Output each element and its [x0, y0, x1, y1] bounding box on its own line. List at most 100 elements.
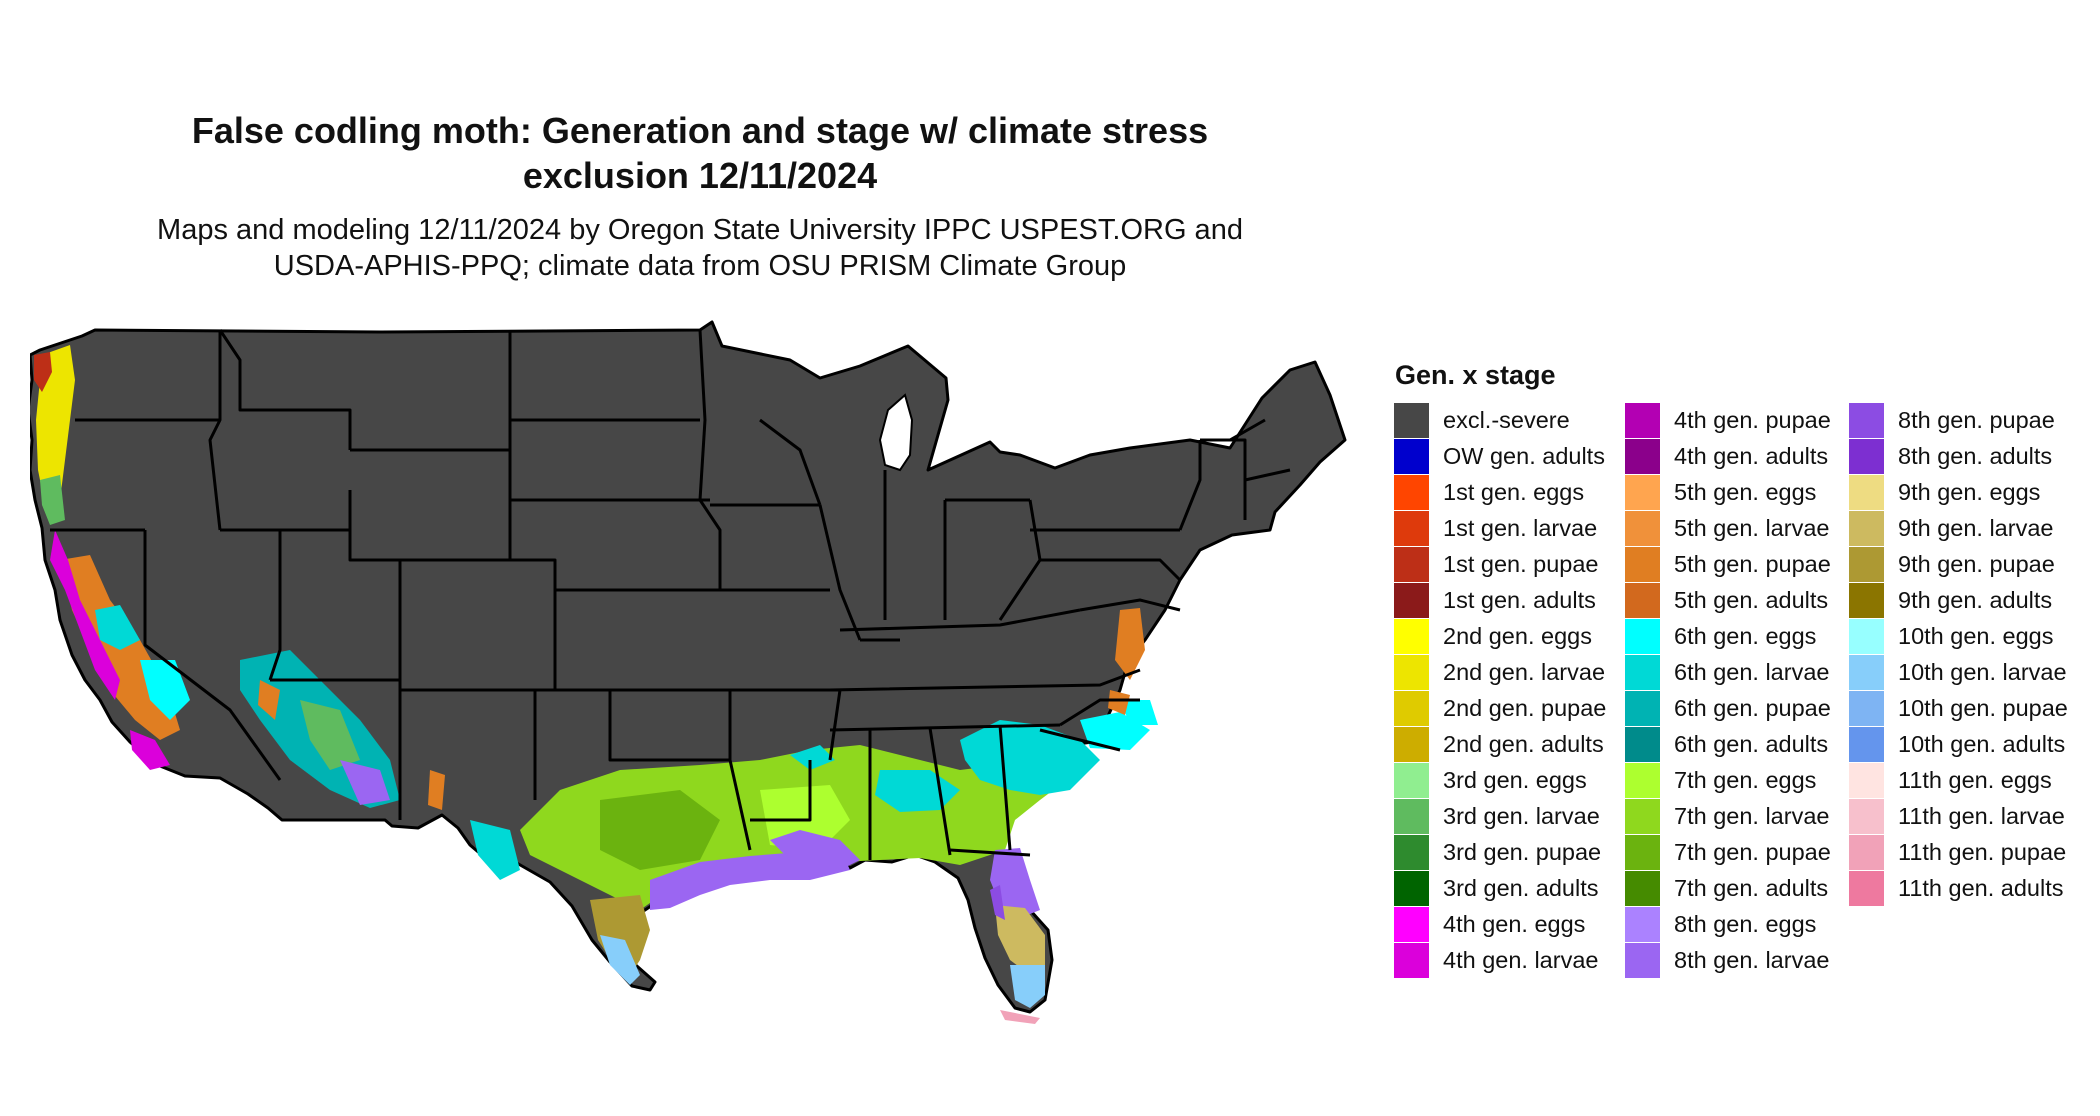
legend-item: 10th gen. eggs: [1849, 618, 2054, 654]
legend-item: 4th gen. eggs: [1394, 907, 1585, 943]
legend-label: 8th gen. pupae: [1898, 406, 2055, 433]
us-map: [30, 320, 1347, 1024]
legend-label: 3rd gen. pupae: [1443, 839, 1602, 866]
legend-label: 9th gen. adults: [1898, 586, 2053, 613]
legend-label: 5th gen. eggs: [1674, 478, 1817, 505]
legend-item: 3rd gen. eggs: [1394, 763, 1587, 799]
generation-zones: [34, 345, 1158, 1024]
legend-item: 1st gen. pupae: [1394, 546, 1599, 582]
legend-item: 7th gen. larvae: [1625, 799, 1829, 835]
legend: excl.-severe OW gen. adults 1st gen. eggs 1…: [1394, 402, 2084, 992]
legend-swatch: [1849, 618, 1884, 654]
legend-swatch: [1394, 835, 1429, 871]
legend-swatch: [1849, 763, 1884, 798]
legend-label: 5th gen. larvae: [1674, 514, 1830, 541]
legend-swatch: [1625, 763, 1660, 798]
legend-item: 10th gen. adults: [1849, 726, 2065, 762]
legend-label: 8th gen. adults: [1898, 442, 2053, 469]
map-subtitle: Maps and modeling 12/11/2024 by Oregon S…: [100, 212, 1300, 284]
legend-swatch: [1849, 582, 1884, 618]
map-title: False codling moth: Generation and stage…: [100, 108, 1300, 198]
legend-item: 7th gen. eggs: [1625, 763, 1816, 799]
legend-swatch: [1625, 438, 1660, 474]
legend-label: 7th gen. eggs: [1674, 767, 1817, 793]
legend-label: 1st gen. pupae: [1443, 550, 1599, 577]
legend-item: 4th gen. larvae: [1394, 943, 1598, 979]
legend-item: 1st gen. eggs: [1394, 474, 1584, 510]
legend-label: 2nd gen. pupae: [1443, 694, 1607, 721]
legend-item: 6th gen. eggs: [1625, 618, 1816, 654]
legend-swatch: [1625, 582, 1660, 618]
legend-title: Gen. x stage: [1395, 360, 1556, 390]
subtitle-line-1: Maps and modeling 12/11/2024 by Oregon S…: [157, 214, 1243, 246]
legend-swatch: [1849, 438, 1884, 474]
legend-item: 5th gen. pupae: [1625, 546, 1831, 582]
legend-item: 6th gen. larvae: [1625, 654, 1829, 690]
legend-swatch: [1849, 726, 1884, 762]
legend-label: 7th gen. pupae: [1674, 839, 1831, 866]
legend-swatch: [1625, 546, 1660, 582]
legend-swatch: [1625, 654, 1660, 690]
legend-label: 5th gen. pupae: [1674, 550, 1831, 577]
legend-swatch: [1849, 654, 1884, 690]
legend-swatch: [1394, 654, 1429, 690]
legend-label: 11th gen. pupae: [1898, 839, 2067, 866]
legend-label: 6th gen. pupae: [1674, 694, 1831, 721]
legend-item: 10th gen. pupae: [1849, 690, 2068, 726]
legend-item: 3rd gen. pupae: [1394, 835, 1601, 871]
legend-item: 8th gen. adults: [1849, 438, 2052, 474]
legend-label: 2nd gen. larvae: [1443, 658, 1606, 685]
legend-label: 3rd gen. eggs: [1443, 767, 1587, 793]
legend-label: 9th gen. larvae: [1898, 514, 2054, 541]
legend-swatch: [1625, 510, 1660, 546]
legend-label: 11th gen. adults: [1898, 875, 2064, 902]
legend-label: 6th gen. eggs: [1674, 622, 1817, 649]
legend-label: 2nd gen. eggs: [1443, 622, 1592, 649]
legend-item: 11th gen. adults: [1849, 871, 2064, 907]
us-landmass: [30, 320, 1347, 1014]
legend-swatch: [1394, 474, 1429, 510]
legend-label: 10th gen. eggs: [1898, 622, 2054, 649]
legend-swatch: [1394, 763, 1429, 798]
legend-swatch: [1849, 690, 1884, 726]
legend-swatch: [1849, 474, 1884, 510]
legend-swatch: [1625, 943, 1660, 979]
legend-swatch: [1394, 799, 1429, 835]
legend-item: 5th gen. eggs: [1625, 474, 1816, 510]
legend-swatch: [1625, 474, 1660, 510]
legend-item: 8th gen. pupae: [1849, 402, 2055, 438]
legend-label: 10th gen. adults: [1898, 730, 2066, 757]
legend-label: 11th gen. larvae: [1898, 803, 2065, 830]
legend-swatch: [1625, 835, 1660, 871]
legend-item: 9th gen. adults: [1849, 582, 2052, 618]
legend-label: 3rd gen. adults: [1443, 875, 1599, 902]
legend-item: 11th gen. larvae: [1849, 799, 2065, 835]
legend-label: 10th gen. pupae: [1898, 694, 2068, 721]
legend-swatch: [1394, 618, 1429, 654]
legend-swatch: [1849, 835, 1884, 871]
legend-swatch: [1849, 402, 1884, 438]
legend-label: 7th gen. adults: [1674, 875, 1829, 902]
legend-swatch: [1625, 402, 1660, 438]
legend-label: 2nd gen. adults: [1443, 730, 1604, 757]
legend-item: 4th gen. pupae: [1625, 402, 1831, 438]
legend-label: 1st gen. eggs: [1443, 478, 1585, 505]
legend-swatch: [1394, 726, 1429, 762]
legend-item: 8th gen. eggs: [1625, 907, 1816, 943]
legend-swatch: [1625, 618, 1660, 654]
legend-swatch: [1394, 402, 1429, 438]
title-line-2: exclusion 12/11/2024: [522, 155, 878, 196]
legend-label: 9th gen. eggs: [1898, 478, 2041, 505]
legend-swatch: [1625, 871, 1660, 907]
legend-swatch: [1394, 907, 1429, 943]
legend-item: 1st gen. larvae: [1394, 510, 1597, 546]
legend-swatch: [1394, 690, 1429, 726]
legend-item: 5th gen. larvae: [1625, 510, 1829, 546]
state-borders: [50, 329, 1291, 860]
legend-swatch: [1394, 871, 1429, 907]
legend-swatch: [1849, 546, 1884, 582]
legend-label: 7th gen. larvae: [1674, 803, 1830, 830]
legend-item: 8th gen. larvae: [1625, 943, 1829, 979]
legend-label: 8th gen. larvae: [1674, 947, 1830, 974]
legend-item: 3rd gen. adults: [1394, 871, 1598, 907]
